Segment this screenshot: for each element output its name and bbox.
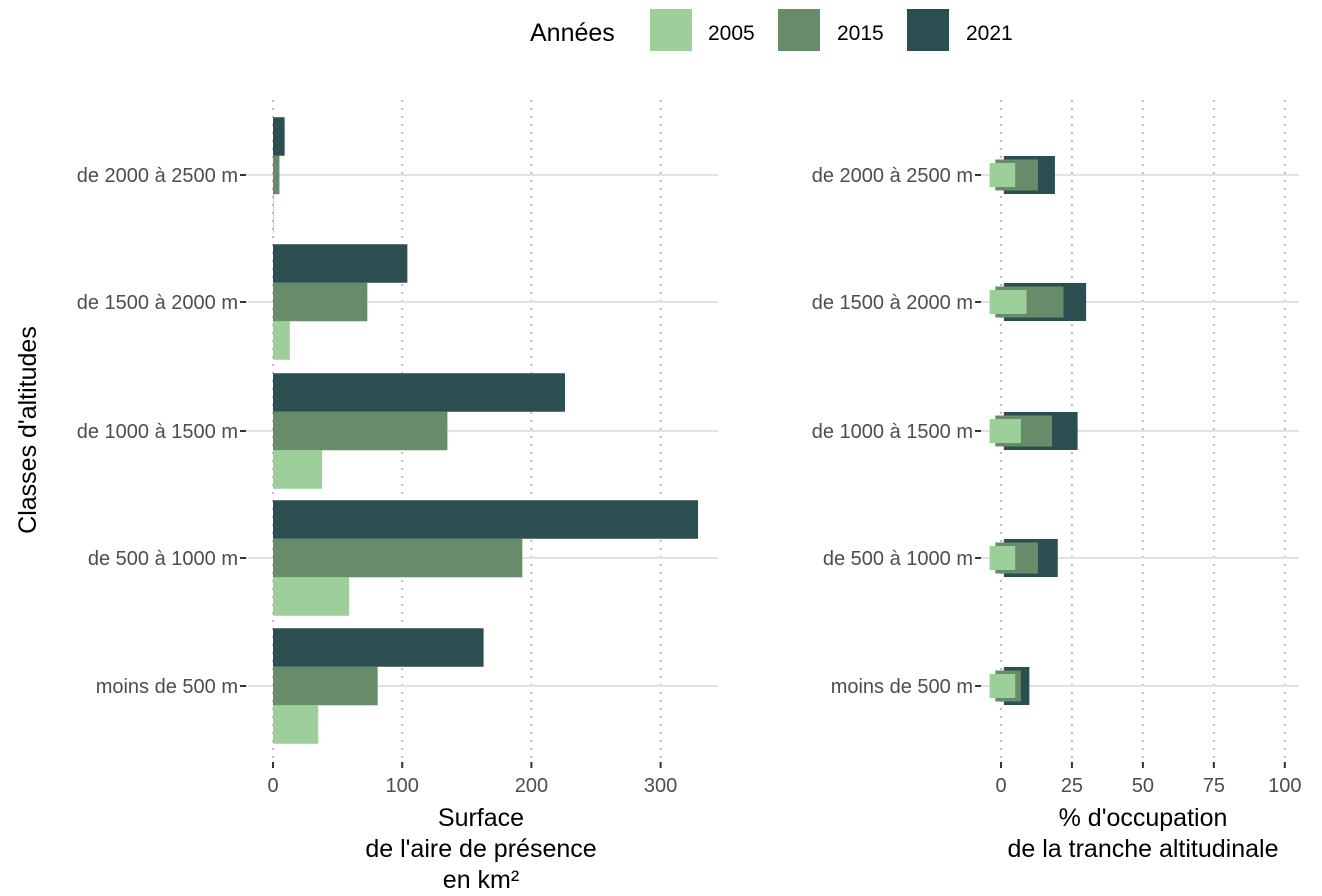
y-tick-label: de 1000 à 1500 m xyxy=(812,421,973,443)
legend-label-2021: 2021 xyxy=(966,22,1013,45)
y-tick-label: de 2000 à 2500 m xyxy=(77,165,238,187)
x-tick-label: 75 xyxy=(1203,775,1225,797)
x-axis-title-line: en km² xyxy=(443,866,519,894)
x-tick-label: 25 xyxy=(1061,775,1083,797)
x-tick-label: 100 xyxy=(386,775,419,797)
y-tick-label: moins de 500 m xyxy=(96,676,238,698)
y-tick-label: de 1000 à 1500 m xyxy=(77,421,238,443)
bar-2005-2 xyxy=(273,450,323,489)
y-tick-label: de 1500 à 2000 m xyxy=(812,292,973,314)
y-tick-label: de 500 à 1000 m xyxy=(88,548,238,570)
x-tick-label: 200 xyxy=(515,775,548,797)
box-2005-0 xyxy=(989,674,1016,698)
bar-2015-1 xyxy=(273,538,523,578)
y-tick-label: de 1500 à 2000 m xyxy=(77,292,238,314)
y-axis-title: Classes d'altitudes xyxy=(14,326,42,534)
bar-2015-3 xyxy=(273,282,368,322)
box-2005-4 xyxy=(989,163,1016,187)
box-2005-2 xyxy=(989,419,1021,443)
panel-occupation: moins de 500 m de 500 à 1000 m de 1000 à 1… xyxy=(812,100,1301,863)
x-axis-title-line: de l'aire de présence xyxy=(365,835,596,863)
legend-swatch-2021 xyxy=(907,9,949,51)
bar-2021-1 xyxy=(273,500,699,539)
bar-2021-3 xyxy=(273,244,408,283)
legend-swatch-2015 xyxy=(778,9,820,51)
x-axis-title-line: de la tranche altitudinale xyxy=(1007,835,1278,863)
bar-2005-0 xyxy=(273,705,319,744)
y-tick-label: moins de 500 m xyxy=(831,676,973,698)
legend-swatch-2005 xyxy=(650,9,692,51)
x-axis-title-line: % d'occupation xyxy=(1059,804,1228,832)
legend-title: Années xyxy=(530,19,615,47)
x-tick-label: 300 xyxy=(644,775,677,797)
legend-label-2015: 2015 xyxy=(837,22,884,45)
legend-label-2005: 2005 xyxy=(708,22,755,45)
bar-2021-0 xyxy=(273,628,484,667)
y-tick-label: de 500 à 1000 m xyxy=(823,548,973,570)
bar-2015-0 xyxy=(273,666,378,706)
bar-2005-1 xyxy=(273,577,350,616)
panel-surface: moins de 500 m de 500 à 1000 m de 1000 à 1… xyxy=(77,100,718,894)
y-tick-label: de 2000 à 2500 m xyxy=(812,165,973,187)
x-tick-label: 100 xyxy=(1268,775,1301,797)
x-axis-title-line: Surface xyxy=(438,804,524,832)
x-tick-label: 0 xyxy=(267,775,278,797)
x-tick-label: 0 xyxy=(995,775,1006,797)
box-2005-1 xyxy=(989,546,1016,570)
bar-2005-4 xyxy=(273,194,274,233)
bar-2015-2 xyxy=(273,411,448,451)
bar-2021-4 xyxy=(273,117,285,156)
bar-2015-4 xyxy=(273,155,280,195)
legend: Années 2005 2015 2021 xyxy=(530,9,1013,51)
x-tick-label: 50 xyxy=(1132,775,1154,797)
box-2005-3 xyxy=(989,290,1027,314)
bar-2021-2 xyxy=(273,373,565,412)
bar-2005-3 xyxy=(273,321,290,360)
